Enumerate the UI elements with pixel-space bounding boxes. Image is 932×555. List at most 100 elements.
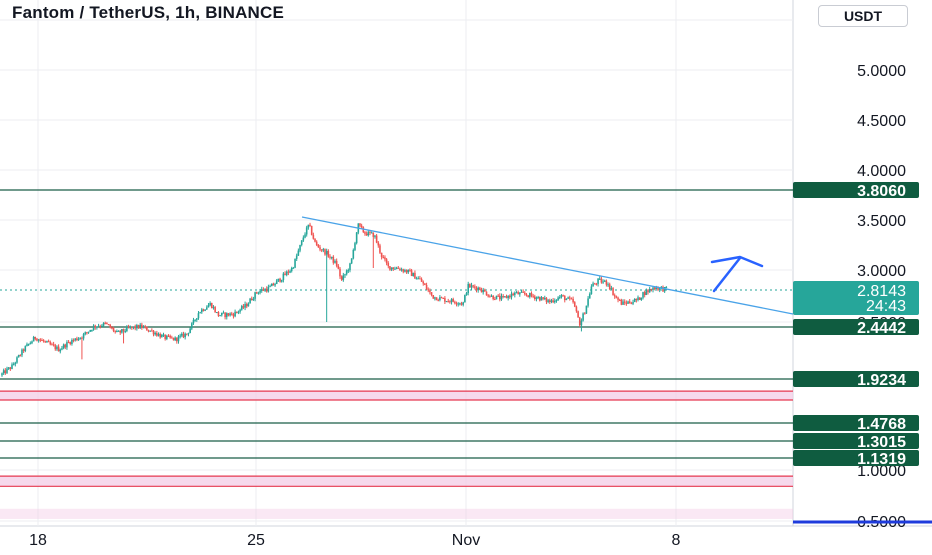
candle-body [592,283,594,287]
candle-body [186,333,188,335]
candle-body [104,322,107,324]
candle-body [56,346,58,350]
candle-body [515,292,518,294]
candle-body [277,278,280,281]
candle-body [255,292,258,294]
level-badge [793,433,919,449]
zone-fill [0,476,793,487]
candle-body [385,259,388,264]
candle-body [567,297,569,299]
candle-body [405,270,408,273]
candle-body [459,303,461,305]
candle-body [360,225,363,228]
candle-body [117,330,120,332]
candle-body [249,298,251,304]
candle-body [512,293,514,295]
candle-body [603,280,606,282]
candle-body [14,362,17,365]
candle-body [632,302,634,304]
candle-body [274,284,276,286]
candle-body [9,367,12,369]
candle-body [417,278,420,280]
candle-body [505,296,508,299]
candle-body [407,269,410,273]
candle-body [464,295,466,303]
candle-body [578,317,581,326]
candle-body [44,341,47,343]
candle-body [199,312,201,314]
candle-body [275,280,278,285]
candle-body [77,338,80,341]
candle-body [364,232,366,234]
candle-body [600,278,603,283]
candle-body [479,287,481,290]
candle-body [257,292,260,294]
candle-body [563,295,566,301]
candle-body [164,334,166,339]
candle-body [529,293,531,298]
candle-body [141,324,143,328]
candle-body [157,333,160,336]
level-badge-label: 2.4442 [857,320,906,337]
candle-body [267,286,270,292]
candle-body [495,295,498,300]
candle-body [474,286,476,288]
candle-body [562,295,564,297]
candle-body [535,297,538,300]
price-axis[interactable]: 5.00004.50004.00003.50003.00002.50001.00… [793,14,932,531]
candle-body [94,325,97,328]
candle-body [650,288,653,291]
candle-body [347,270,350,272]
candle-body [210,302,213,308]
candle-body [387,263,390,267]
x-tick-label: Nov [452,532,480,549]
candle-body [645,290,648,296]
currency-button[interactable]: USDT [818,5,908,27]
candle-body [537,297,539,299]
candle-body [575,306,578,312]
level-badge [793,182,919,198]
candle-body [284,273,286,276]
countdown-label: 24:43 [866,298,906,315]
candle-body [172,337,175,341]
candle-body [415,278,418,280]
candle-body [427,289,430,291]
candle-body [470,285,473,288]
candle-body [176,337,178,342]
candle-body [542,297,544,299]
candle-body [32,336,35,342]
candle-body [46,341,48,343]
candle-body [377,242,380,246]
candle-body [299,244,301,251]
candle-body [42,340,45,342]
candle-body [410,270,413,276]
candle-body [635,299,638,301]
candle-body [402,269,405,272]
candle-body [548,300,551,302]
candle-body [287,271,290,273]
candle-body [240,306,243,310]
candle-body [349,263,351,271]
candle-body [652,287,654,291]
time-axis[interactable]: 18 25 Nov 8 [29,532,680,549]
candle-body [285,271,288,276]
candle-body [530,293,533,296]
candle-body [547,300,549,302]
candle-body [59,349,62,352]
candle-body [132,326,135,328]
candle-body [612,288,614,296]
candle-body [487,295,489,297]
candle-body [444,298,446,302]
candle-body [191,323,193,329]
candle-body [514,292,516,295]
candle-body [262,289,265,291]
candle-body [245,304,248,307]
candle-body [457,303,460,305]
candle-body [627,301,629,304]
descending-trendline [301,216,794,315]
candle-body [102,322,105,326]
candle-body [89,330,92,332]
